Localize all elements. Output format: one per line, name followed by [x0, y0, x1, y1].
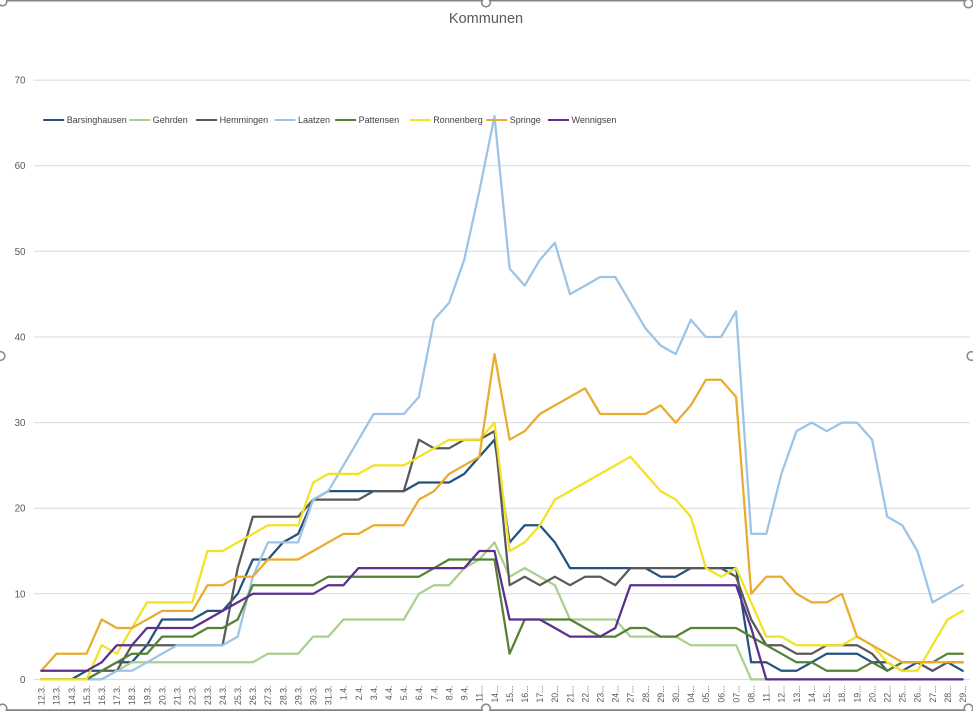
svg-text:50: 50	[15, 247, 26, 258]
svg-text:60: 60	[15, 161, 26, 172]
svg-text:22...: 22...	[580, 686, 590, 703]
svg-text:30: 30	[15, 418, 26, 429]
svg-text:5.4.: 5.4.	[399, 686, 409, 701]
svg-text:0: 0	[20, 675, 26, 686]
svg-text:23...: 23...	[596, 686, 606, 703]
svg-text:Hemmingen: Hemmingen	[220, 115, 269, 125]
svg-text:30.3.: 30.3.	[309, 686, 319, 706]
svg-text:9.4.: 9.4.	[460, 686, 470, 701]
svg-text:27...: 27...	[928, 686, 938, 703]
svg-text:24...: 24...	[611, 686, 621, 703]
svg-text:20.3.: 20.3.	[157, 686, 167, 706]
svg-text:25...: 25...	[898, 686, 908, 703]
svg-text:Ronnenberg: Ronnenberg	[433, 115, 483, 125]
svg-text:21...: 21...	[565, 686, 575, 703]
svg-text:19...: 19...	[852, 686, 862, 703]
svg-text:Gehrden: Gehrden	[153, 115, 188, 125]
svg-text:40: 40	[15, 333, 26, 344]
svg-text:29...: 29...	[656, 686, 666, 703]
svg-text:12...: 12...	[777, 686, 787, 703]
svg-text:16.3.: 16.3.	[97, 686, 107, 706]
svg-text:26.3.: 26.3.	[248, 686, 258, 706]
svg-text:20...: 20...	[867, 686, 877, 703]
svg-text:Barsinghausen: Barsinghausen	[67, 115, 127, 125]
svg-text:08...: 08...	[747, 686, 757, 703]
svg-text:1.4.: 1.4.	[339, 686, 349, 701]
svg-text:Kommunen: Kommunen	[449, 11, 523, 27]
svg-text:2.4.: 2.4.	[354, 686, 364, 701]
svg-text:18.3.: 18.3.	[127, 686, 137, 706]
svg-text:15.3.: 15.3.	[82, 686, 92, 706]
svg-text:18...: 18...	[837, 686, 847, 703]
svg-text:16...: 16...	[520, 686, 530, 703]
svg-text:11...: 11...	[475, 686, 485, 702]
svg-text:29.3.: 29.3.	[293, 686, 303, 706]
svg-text:14...: 14...	[807, 686, 817, 703]
svg-text:4.4.: 4.4.	[384, 686, 394, 701]
svg-text:19.3.: 19.3.	[142, 686, 152, 706]
svg-text:28...: 28...	[943, 686, 953, 703]
svg-text:70: 70	[15, 76, 26, 87]
svg-text:Pattensen: Pattensen	[359, 115, 400, 125]
svg-text:20: 20	[15, 504, 26, 515]
svg-text:7.4.: 7.4.	[429, 686, 439, 701]
svg-text:14...: 14...	[490, 686, 500, 703]
svg-text:23.3.: 23.3.	[203, 686, 213, 706]
svg-text:25.3.: 25.3.	[233, 686, 243, 706]
svg-text:28...: 28...	[641, 686, 651, 703]
svg-text:15...: 15...	[822, 686, 832, 703]
svg-text:22.3.: 22.3.	[188, 686, 198, 706]
svg-text:07...: 07...	[731, 686, 741, 703]
svg-text:20...: 20...	[550, 686, 560, 703]
svg-text:29...: 29...	[958, 686, 968, 703]
svg-text:6.4.: 6.4.	[414, 686, 424, 701]
svg-text:04...: 04...	[686, 686, 696, 703]
svg-text:10: 10	[15, 589, 26, 600]
svg-text:06...: 06...	[716, 686, 726, 703]
svg-text:15...: 15...	[505, 686, 515, 703]
svg-text:13.3.: 13.3.	[52, 686, 62, 706]
svg-text:3.4.: 3.4.	[369, 686, 379, 701]
svg-text:05...: 05...	[701, 686, 711, 703]
svg-text:21.3.: 21.3.	[173, 686, 183, 706]
svg-text:17.3.: 17.3.	[112, 686, 122, 706]
svg-text:Laatzen: Laatzen	[298, 115, 330, 125]
svg-text:14.3.: 14.3.	[67, 686, 77, 706]
svg-text:8.4.: 8.4.	[444, 686, 454, 701]
svg-text:27.3.: 27.3.	[263, 686, 273, 706]
svg-text:17...: 17...	[535, 686, 545, 703]
svg-text:13...: 13...	[792, 686, 802, 703]
svg-text:30...: 30...	[671, 686, 681, 703]
svg-text:12.3.: 12.3.	[37, 686, 47, 706]
svg-text:31.3.: 31.3.	[324, 686, 334, 706]
svg-text:26...: 26...	[913, 686, 923, 703]
svg-text:11...: 11...	[762, 686, 772, 702]
svg-text:Springe: Springe	[510, 115, 541, 125]
svg-text:Wennigsen: Wennigsen	[572, 115, 617, 125]
svg-text:27...: 27...	[626, 686, 636, 703]
svg-text:24.3.: 24.3.	[218, 686, 228, 706]
svg-text:22...: 22...	[883, 686, 893, 703]
svg-text:28.3.: 28.3.	[278, 686, 288, 706]
